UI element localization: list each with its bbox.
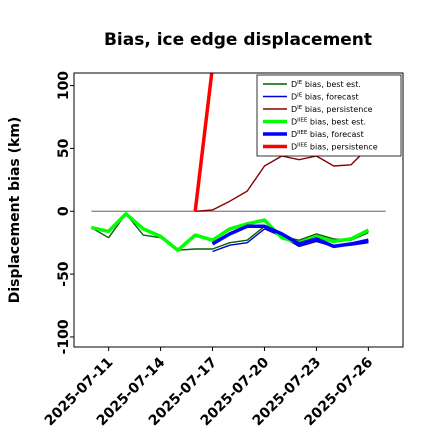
y-tick-label: 50: [56, 138, 72, 158]
series-line-5: [193, 73, 214, 212]
legend-label-0: DIE bias, best est.: [291, 80, 361, 89]
y-tick-label: 100: [56, 71, 72, 100]
legend-box: [256, 74, 402, 157]
legend-label-3: DIIEE bias, best est.: [291, 118, 366, 127]
legend-label-5: DIIEE bias, persistence: [291, 143, 378, 152]
series-line-4: [211, 224, 369, 249]
y-axis-label: Displacement bias (km): [7, 117, 23, 304]
series-line-3: [90, 212, 370, 252]
y-tick-label: -50: [56, 261, 72, 287]
legend-label-1: DIE bias, forecast: [291, 93, 359, 102]
y-ticks: -100 -50 0 50 100: [56, 71, 74, 354]
legend-label-2: DIE bias, persistence: [291, 105, 373, 114]
series-layer: [90, 73, 370, 253]
x-ticks: 2025-07-112025-07-142025-07-172025-07-20…: [42, 347, 376, 429]
series-line-2: [195, 146, 369, 212]
plot-frame: [73, 72, 404, 348]
legend: DIE bias, best est. DIE bias, forecast DIE…: [256, 74, 402, 157]
series-line-0: [90, 213, 369, 251]
chart-title: Bias, ice edge displacement: [104, 30, 372, 50]
y-tick-label: 0: [56, 206, 72, 216]
y-tick-label: -100: [56, 319, 72, 354]
legend-label-4: DIIEE bias, forecast: [291, 130, 364, 139]
